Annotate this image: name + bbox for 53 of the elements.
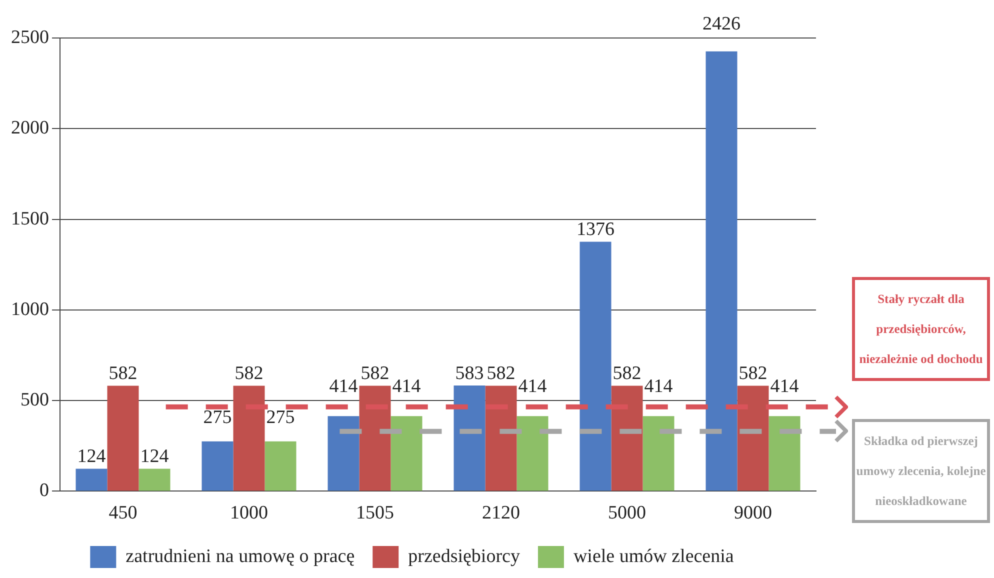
data-label: 414 [329,376,358,398]
y-tick-label: 1000 [11,298,49,320]
legend-label: wiele umów zlecenia [573,546,734,567]
bar [76,468,108,491]
bar [390,416,422,491]
data-label: 2426 [702,13,740,34]
x-tick-label: 450 [108,502,138,524]
data-label: 582 [486,363,516,384]
data-label: 582 [738,363,768,384]
data-label: 124 [140,446,170,468]
text: Stały ryczałt dla przedsiębiorców, niezależnie od dochodu [859,292,983,366]
data-label: 582 [108,363,138,384]
x-tick-label: 1000 [230,502,268,524]
legend-label: przedsiębiorcy [408,546,520,567]
bar [107,386,139,491]
bar [328,416,360,491]
data-label: 1376 [576,219,614,240]
legend-label: zatrudnieni na umowę o pracę [126,546,355,567]
bar [138,468,170,491]
bar [264,441,296,491]
data-label: 583 [455,363,484,384]
x-tick-label: 9000 [734,502,772,524]
bar [454,386,486,491]
data-label: 582 [234,363,264,384]
bar [233,386,265,491]
bar [202,441,234,491]
data-label: 582 [612,363,642,384]
data-label: 414 [644,376,674,398]
bar [737,386,769,491]
bar [359,386,391,491]
bar [580,242,612,491]
data-label: 124 [77,446,106,468]
x-tick-label: 5000 [608,502,646,524]
bar [611,386,643,491]
y-tick-label: 2000 [11,118,49,139]
data-label: 414 [770,376,800,398]
x-tick-label: 2120 [482,502,520,524]
y-tick-label: 1500 [11,208,49,230]
data-label: 275 [203,406,232,428]
data-label: 414 [392,376,422,398]
x-tick-label: 1505 [356,502,394,524]
data-label: 582 [360,363,390,384]
bar [485,386,517,491]
bar [768,416,800,491]
bar [642,416,674,491]
data-label: 275 [266,406,295,428]
bar [516,416,548,491]
text: Składka od pierwszej umowy zlecenia, kolejne nieoskładkowane [856,434,986,508]
y-tick-label: 0 [40,480,49,502]
y-tick-label: 2500 [11,26,49,48]
y-tick-label: 500 [20,390,49,411]
data-label: 414 [518,376,548,398]
bar [706,51,738,491]
